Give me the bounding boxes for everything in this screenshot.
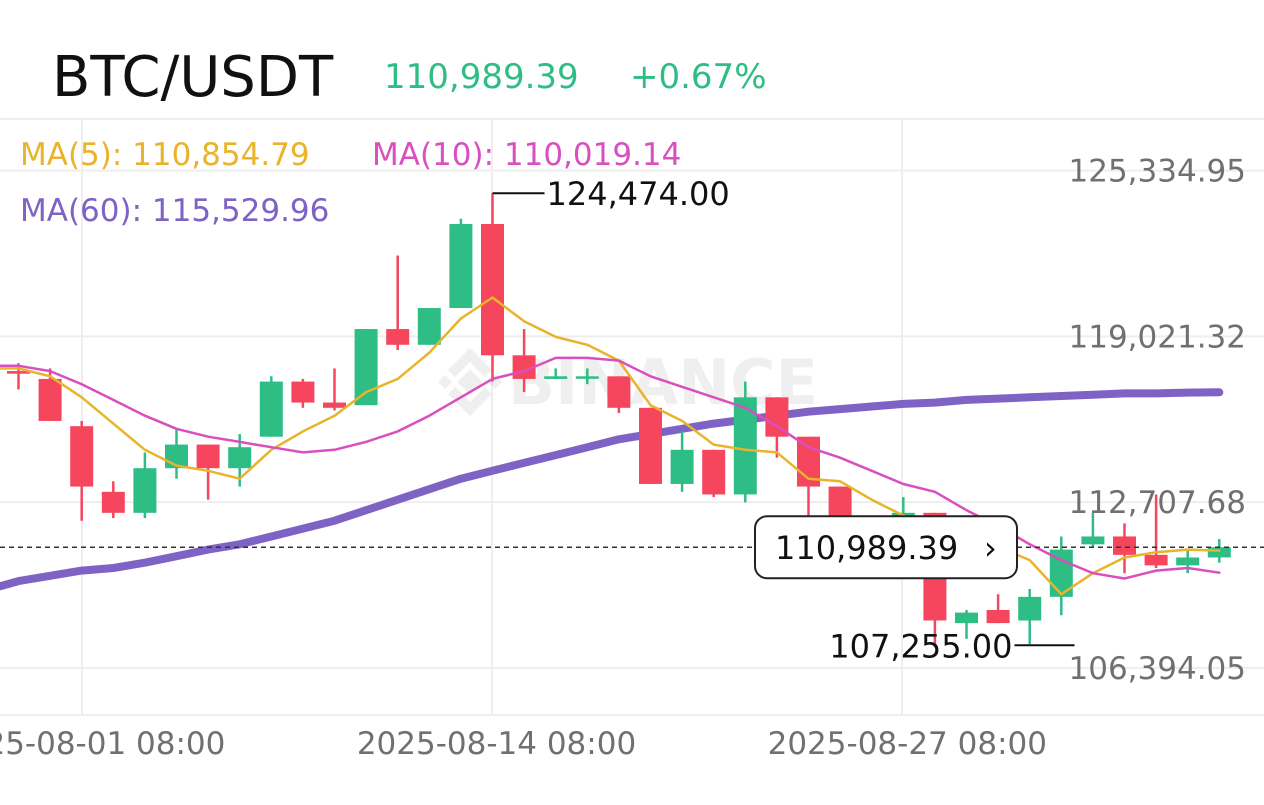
candle [481,193,504,382]
ma60-legend: MA(60): 115,529.96 [20,193,329,229]
pair-title: BTC/USDT [52,45,334,110]
candle [259,376,283,437]
price-tag-box [754,515,1018,580]
candle-body [765,397,789,437]
x-tick-label: 2025-08-27 08:00 [768,726,1047,762]
last-price-tag[interactable]: 110,989.39 › [754,515,1018,580]
horizontal-grid [0,169,1264,669]
candle [544,368,568,379]
candle [733,381,757,503]
candle-body [702,449,726,495]
candle [1049,536,1073,616]
candle-body [733,397,757,495]
candle [291,378,315,408]
chevron-right-icon: › [984,529,997,567]
candle [955,609,978,639]
candle-body [1207,547,1231,558]
chart-header: BTC/USDT 110,989.39 +0.67% [52,45,767,110]
x-tick-label: 2025-08-01 08:00 [0,726,225,762]
candle-body [639,407,662,484]
candle [1018,588,1042,645]
ma60-line [0,388,1224,591]
candle-body [1176,557,1200,566]
candle-body [133,468,157,513]
candle [70,420,94,521]
candle [1144,494,1168,568]
x-tick-label: 2025-08-14 08:00 [357,726,636,762]
candle [1081,512,1105,547]
candle-body [7,371,30,374]
candle [417,308,441,345]
max-marker: 124,474.00 [492,175,730,213]
candle-body [607,376,631,408]
candle-body [70,426,94,487]
max-marker-label: 124,474.00 [547,175,730,213]
candle [165,428,188,479]
candle-body [544,376,568,379]
candle-body [196,444,220,469]
y-tick-label: 125,334.95 [1069,154,1247,190]
candle [607,376,631,414]
y-tick-label: 119,021.32 [1069,319,1247,355]
y-tick-label: 106,394.05 [1069,651,1247,687]
ma-legend: MA(5): 110,854.79 MA(10): 110,019.14 MA(… [20,137,681,229]
ma5-legend: MA(5): 110,854.79 [20,137,310,173]
price-tag-label: 110,989.39 [775,529,958,567]
x-axis-labels: 2025-08-01 08:00 2025-08-14 08:00 2025-08-… [0,726,1047,762]
candle-body [323,402,346,408]
candle [323,368,346,411]
candle [1176,549,1200,574]
candle-body [670,449,694,484]
candle [196,444,220,500]
candle-body [386,329,410,345]
y-tick-label: 112,707.68 [1069,485,1247,521]
candle-body [228,447,252,469]
min-marker: 107,255.00 [829,627,1075,665]
candle-body [955,612,978,624]
price-change: +0.67% [630,57,767,97]
candle [702,449,726,498]
candle-body [1113,536,1136,555]
last-price-header: 110,989.39 [384,57,579,97]
candle [639,407,662,484]
candle-body [575,376,599,379]
candle-body [1081,536,1105,545]
candle [575,368,599,385]
candle-body [1144,554,1168,566]
min-marker-label: 107,255.00 [829,627,1012,665]
candle-body [481,224,504,356]
candle [986,594,1010,624]
candle-body [417,308,441,345]
candle [386,255,410,351]
ma10-legend: MA(10): 110,019.14 [372,137,681,173]
candle-body [291,381,315,403]
candle-body [259,381,283,437]
y-axis-labels: 125,334.95 119,021.32 112,707.68 106,394.05 [1069,154,1247,687]
candle [133,452,157,519]
candle-body [449,224,473,309]
candle-body [1018,596,1042,621]
candle [449,218,473,309]
candle [354,329,378,406]
candle-body [38,378,62,421]
candle-body [354,329,378,406]
ma60-layer [0,388,1224,591]
candle [1113,523,1136,574]
candle [670,431,694,492]
candle [101,481,125,519]
candle-body [986,609,1010,624]
candle-body [101,491,125,513]
